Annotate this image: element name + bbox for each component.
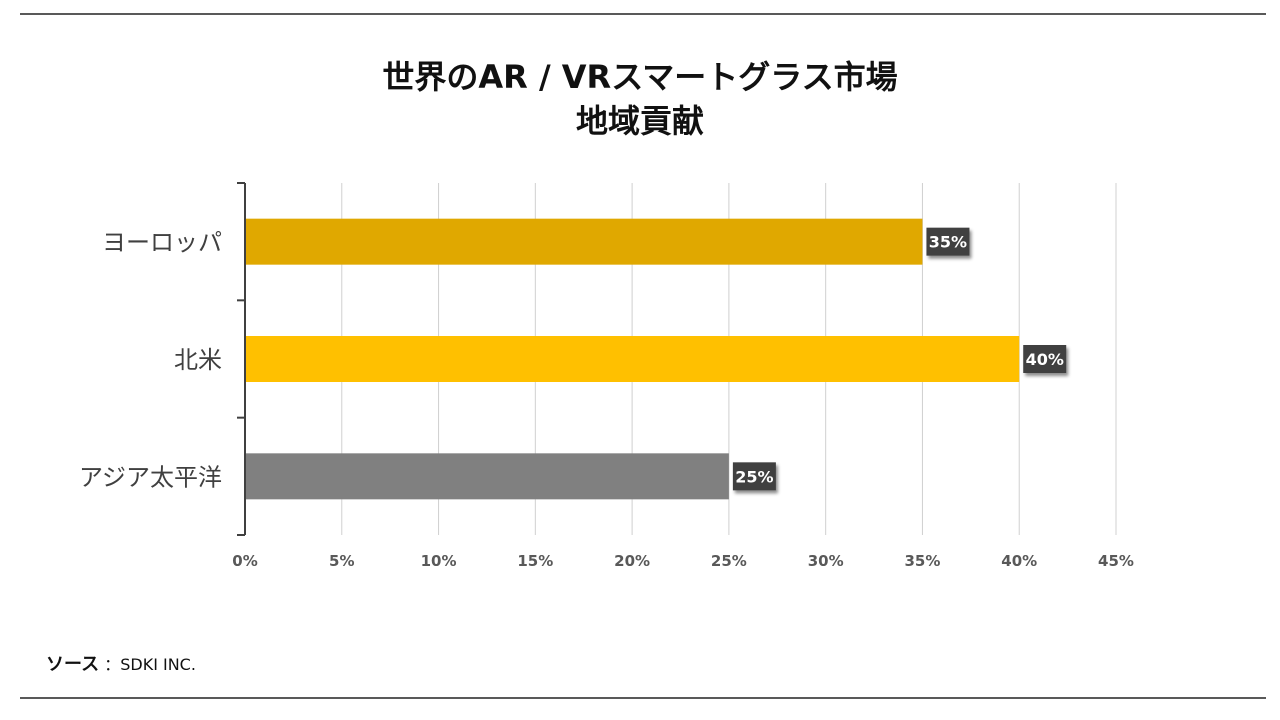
x-tick-label: 5% (329, 552, 354, 570)
x-tick-label: 45% (1098, 552, 1134, 570)
top-divider (20, 13, 1266, 15)
category-label: ヨーロッパ (102, 229, 222, 257)
chart-title-line-2: 地域貢献 (575, 102, 704, 140)
x-tick-label: 20% (614, 552, 650, 570)
source-note: ソース ：SDKI INC. (46, 650, 196, 676)
x-tick-label: 40% (1001, 552, 1037, 570)
bar-3[interactable] (246, 453, 729, 500)
data-label: 40% (1026, 350, 1064, 369)
bar-1[interactable] (246, 218, 923, 265)
bar-2[interactable] (246, 336, 1020, 382)
x-tick-label: 25% (711, 552, 747, 570)
data-label-box (732, 462, 776, 491)
data-label-box (926, 227, 970, 256)
data-label-box (1023, 345, 1067, 373)
category-label: 北米 (174, 346, 222, 374)
source-label: ソース (46, 654, 100, 675)
category-label: アジア太平洋 (79, 463, 222, 491)
x-tick-label: 15% (517, 552, 553, 570)
chart-title-line-1: 世界のAR / VRスマートグラス市場 (382, 58, 898, 96)
bottom-divider (20, 697, 1266, 699)
x-tick-label: 35% (904, 552, 940, 570)
data-label: 25% (735, 467, 773, 486)
source-separator: ： (104, 655, 121, 674)
chart-title: 世界のAR / VRスマートグラス市場 地域貢献 (0, 55, 1280, 143)
x-tick-label: 0% (232, 552, 257, 570)
data-label: 35% (929, 233, 967, 252)
x-tick-label: 10% (421, 552, 457, 570)
x-tick-label: 30% (808, 552, 844, 570)
source-value: SDKI INC. (120, 655, 196, 674)
